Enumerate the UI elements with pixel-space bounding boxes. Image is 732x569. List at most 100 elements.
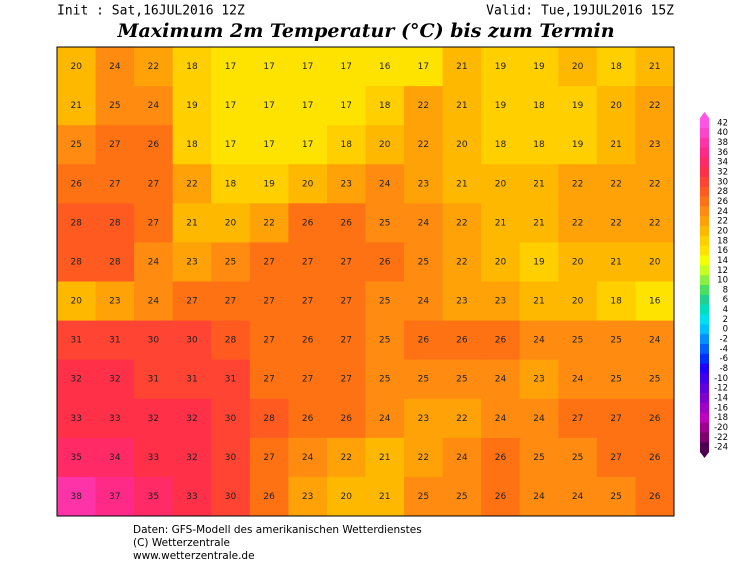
temperature-label: 31 — [109, 336, 120, 346]
temperature-label: 19 — [572, 101, 584, 111]
temperature-cell — [481, 281, 521, 322]
temperature-cell — [481, 398, 521, 439]
temperature-cell — [596, 47, 636, 87]
temperature-label: 25 — [418, 257, 429, 267]
temperature-cell — [288, 320, 328, 361]
colorbar-swatch — [700, 285, 709, 296]
temperature-cell — [442, 242, 482, 282]
temperature-cell — [95, 242, 135, 282]
temperature-label: 18 — [533, 140, 545, 150]
temperature-label: 26 — [495, 453, 507, 463]
colorbar-swatch — [700, 255, 709, 266]
temperature-cell — [558, 359, 598, 400]
temperature-cell — [249, 320, 289, 361]
temperature-label: 24 — [572, 375, 584, 385]
temperature-label: 21 — [71, 101, 82, 111]
temperature-label: 21 — [649, 62, 660, 72]
colorbar-swatch — [700, 118, 709, 129]
temperature-cell — [481, 320, 521, 361]
temperature-label: 17 — [263, 140, 274, 150]
temperature-cell — [288, 281, 328, 322]
colorbar-arrow — [700, 452, 709, 458]
temperature-label: 18 — [340, 140, 352, 150]
temperature-label: 23 — [109, 297, 120, 307]
temperature-cell — [172, 86, 212, 126]
temperature-label: 30 — [225, 453, 237, 463]
temperature-cell — [558, 203, 598, 243]
temperature-label: 31 — [186, 375, 197, 385]
colorbar-swatch — [700, 422, 709, 433]
colorbar-swatch — [700, 176, 709, 188]
temperature-cell — [134, 320, 174, 361]
temperature-cell — [404, 437, 444, 478]
temperature-cell — [249, 242, 289, 282]
temperature-cell — [134, 398, 174, 439]
temperature-cell — [519, 359, 559, 400]
temperature-cell — [519, 164, 559, 204]
temperature-cell — [288, 164, 328, 204]
temperature-cell — [57, 281, 97, 322]
temperature-cell — [519, 242, 559, 282]
temperature-cell — [288, 437, 328, 478]
temperature-cell — [288, 47, 328, 87]
colorbar-label: 6 — [723, 295, 728, 305]
temperature-cell — [57, 164, 97, 204]
temperature-cell — [404, 359, 444, 400]
colorbar-label: -10 — [714, 374, 728, 384]
colorbar-label: 12 — [717, 266, 728, 276]
temperature-label: 31 — [71, 336, 82, 346]
temperature-label: 24 — [649, 336, 661, 346]
temperature-label: 35 — [71, 453, 82, 463]
temperature-cell — [481, 86, 521, 126]
temperature-cell — [172, 125, 212, 165]
temperature-cell — [596, 125, 636, 165]
temperature-cell — [365, 281, 405, 322]
temperature-cell — [211, 164, 251, 204]
colorbar-label: 10 — [717, 276, 728, 286]
temperature-label: 20 — [340, 492, 352, 502]
temperature-label: 22 — [340, 453, 351, 463]
temperature-cell — [404, 242, 444, 282]
colorbar-swatch — [700, 383, 709, 394]
temperature-cell — [57, 242, 97, 282]
colorbar-label: 32 — [717, 168, 728, 178]
temperature-cell — [365, 359, 405, 400]
temperature-cell — [481, 359, 521, 400]
temperature-cell — [404, 476, 444, 517]
temperature-cell — [519, 398, 559, 439]
temperature-cell — [326, 359, 366, 400]
footer-line: (C) Wetterzentrale — [133, 537, 230, 549]
temperature-cell — [326, 437, 366, 478]
temperature-cell — [172, 47, 212, 87]
temperature-cell — [326, 281, 366, 322]
temperature-label: 20 — [572, 62, 584, 72]
colorbar-label: 30 — [717, 177, 728, 187]
temperature-label: 17 — [302, 140, 313, 150]
temperature-cell — [249, 47, 289, 87]
temperature-label: 30 — [186, 336, 198, 346]
temperature-label: 24 — [418, 218, 430, 228]
temperature-cell — [558, 86, 598, 126]
colorbar-swatch — [700, 442, 709, 453]
temperature-label: 19 — [533, 257, 545, 267]
temperature-cell — [134, 437, 174, 478]
colorbar-label: -24 — [714, 443, 728, 453]
temperature-label: 27 — [610, 453, 621, 463]
temperature-label: 19 — [572, 140, 584, 150]
colorbar-swatch — [700, 412, 709, 423]
temperature-label: 16 — [649, 297, 661, 307]
temperature-label: 21 — [456, 62, 467, 72]
temperature-cell — [365, 320, 405, 361]
temperature-label: 24 — [533, 492, 545, 502]
temperature-cell — [57, 86, 97, 126]
temperature-cell — [558, 320, 598, 361]
temperature-label: 32 — [186, 453, 197, 463]
colorbar-swatch — [700, 373, 709, 384]
temperature-label: 26 — [302, 218, 314, 228]
temperature-label: 28 — [71, 218, 83, 228]
temperature-label: 17 — [302, 101, 313, 111]
temperature-cell — [596, 476, 636, 517]
temperature-cell — [558, 398, 598, 439]
colorbar-label: -14 — [714, 393, 728, 403]
